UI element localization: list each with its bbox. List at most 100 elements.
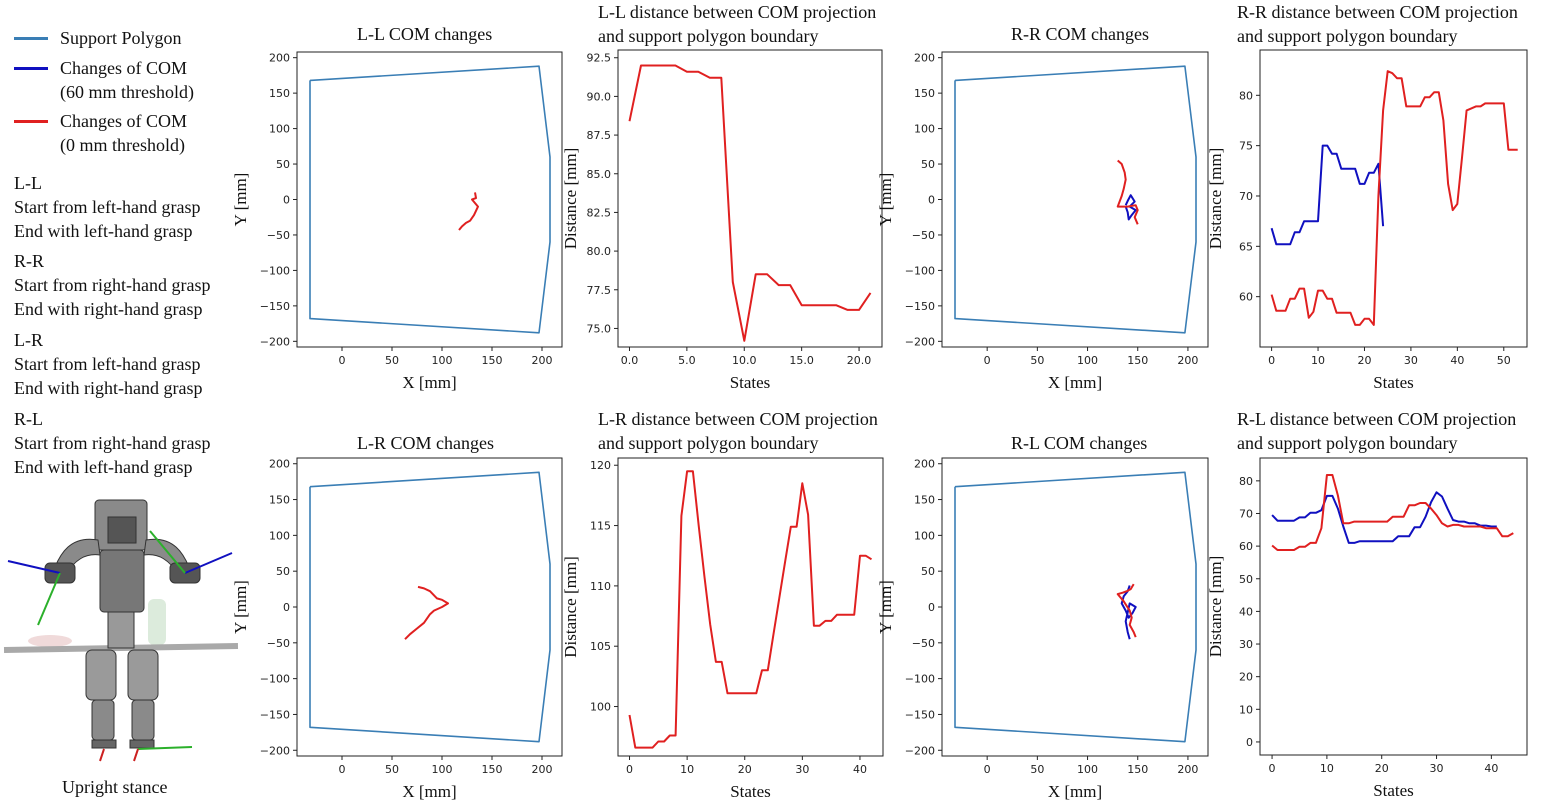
chart-title-lr-com: L-R COM changes bbox=[357, 431, 494, 455]
x-tick-label: 20 bbox=[1357, 354, 1371, 367]
y-tick-label: 50 bbox=[276, 158, 290, 171]
y-tick-label: 150 bbox=[269, 87, 290, 100]
chart-title-line: L-L COM changes bbox=[357, 24, 493, 44]
description-line: End with right-hand grasp bbox=[14, 299, 203, 319]
chart-title-ll-dist: L-L distance between COM projection and … bbox=[598, 0, 876, 48]
x-tick-label: 0.0 bbox=[621, 354, 639, 367]
chart-lr-com: 0 50 100 150 200 −200 −150 −100 −50 0 50 100 150 200 X… bbox=[231, 457, 563, 801]
y-axis-label: Distance [mm] bbox=[561, 148, 580, 250]
y-tick-label: 65 bbox=[1239, 240, 1253, 253]
chart-rl-dist: 0 10 20 30 40 0 10 20 30 40 50 60 70 80 States Distance… bbox=[1206, 457, 1528, 800]
frame-axes bbox=[7, 530, 233, 762]
y-tick-label: 120 bbox=[590, 459, 611, 472]
y-tick-label: 150 bbox=[914, 494, 935, 507]
support-polygon-line bbox=[309, 65, 551, 334]
y-axis-label: Y [mm] bbox=[876, 173, 895, 227]
y-tick-label: 100 bbox=[269, 123, 290, 136]
chart-title-ll-com: L-L COM changes bbox=[357, 22, 492, 46]
x-tick-label: 150 bbox=[1127, 763, 1148, 776]
com-0mm-line bbox=[1116, 583, 1137, 638]
x-tick-label: 30 bbox=[1404, 354, 1418, 367]
x-axis-label: States bbox=[730, 373, 771, 392]
robot-illustration bbox=[3, 499, 239, 762]
chart-title-rl-dist: R-L distance between COM projection and … bbox=[1237, 407, 1516, 455]
com-60mm-line bbox=[1124, 194, 1137, 221]
y-tick-label: 80.0 bbox=[587, 245, 612, 258]
description-code: L-L bbox=[14, 173, 42, 193]
com-0mm-line bbox=[404, 585, 449, 640]
robot-body bbox=[44, 499, 201, 749]
description-line: End with left-hand grasp bbox=[14, 221, 193, 241]
y-tick-label: −100 bbox=[260, 264, 290, 277]
x-tick-label: 30 bbox=[1430, 762, 1444, 775]
x-tick-label: 40 bbox=[1484, 762, 1498, 775]
x-tick-label: 20 bbox=[738, 763, 752, 776]
x-tick-label: 0 bbox=[1269, 762, 1276, 775]
x-axis-label: X [mm] bbox=[402, 782, 456, 801]
description-rr: R-R Start from right-hand grasp End with… bbox=[14, 249, 210, 321]
chart-lr-dist: 0 10 20 30 40 100 105 110 115 120 States Distance [… bbox=[561, 457, 884, 801]
y-tick-label: −150 bbox=[905, 300, 935, 313]
y-tick-label: 0 bbox=[283, 601, 290, 614]
y-tick-label: −200 bbox=[905, 335, 935, 348]
x-tick-label: 40 bbox=[1450, 354, 1464, 367]
x-tick-label: 10 bbox=[680, 763, 694, 776]
chart-rr-com: 0 50 100 150 200 −200 −150 −100 −50 0 50 100 150 200 X… bbox=[876, 51, 1209, 392]
x-axis-label: States bbox=[1373, 781, 1414, 800]
y-axis-label: Y [mm] bbox=[231, 173, 250, 227]
x-tick-label: 10.0 bbox=[732, 354, 757, 367]
x-tick-label: 200 bbox=[1177, 763, 1198, 776]
y-axis-label: Y [mm] bbox=[876, 580, 895, 634]
x-tick-label: 200 bbox=[532, 354, 553, 367]
chart-title-line: and support polygon boundary bbox=[1237, 26, 1458, 46]
x-tick-label: 40 bbox=[853, 763, 867, 776]
y-tick-label: 20 bbox=[1239, 671, 1253, 684]
y-tick-label: 150 bbox=[914, 87, 935, 100]
support-polygon-line bbox=[309, 471, 551, 743]
chart-title-line: and support polygon boundary bbox=[1237, 433, 1458, 453]
x-tick-label: 10 bbox=[1320, 762, 1334, 775]
y-tick-label: −100 bbox=[905, 264, 935, 277]
y-tick-label: −200 bbox=[260, 744, 290, 757]
x-tick-label: 20.0 bbox=[847, 354, 872, 367]
x-tick-label: 200 bbox=[1177, 354, 1198, 367]
y-tick-label: −50 bbox=[267, 229, 290, 242]
y-tick-label: −200 bbox=[905, 744, 935, 757]
y-tick-label: 40 bbox=[1239, 605, 1253, 618]
x-tick-label: 50 bbox=[385, 354, 399, 367]
y-tick-label: 50 bbox=[921, 158, 935, 171]
plot-frame bbox=[1259, 457, 1528, 756]
y-tick-label: 75.0 bbox=[587, 322, 612, 335]
x-tick-label: 100 bbox=[432, 763, 453, 776]
x-tick-label: 200 bbox=[532, 763, 553, 776]
chart-ll-com: 0 50 100 150 200 −200 −150 −100 −50 0 50 100 150 200 X… bbox=[231, 51, 563, 392]
chart-title-rr-com: R-R COM changes bbox=[1011, 22, 1149, 46]
chart-rl-com: 0 50 100 150 200 −200 −150 −100 −50 0 50 100 150 200 X… bbox=[876, 457, 1209, 801]
y-tick-label: 0 bbox=[283, 194, 290, 207]
y-tick-label: −100 bbox=[905, 673, 935, 686]
description-line: Start from left-hand grasp bbox=[14, 197, 201, 217]
x-tick-label: 0 bbox=[339, 763, 346, 776]
legend-swatch-polygon bbox=[14, 37, 48, 40]
y-tick-label: 0 bbox=[928, 601, 935, 614]
y-tick-label: 70 bbox=[1239, 507, 1253, 520]
x-tick-label: 100 bbox=[1077, 763, 1098, 776]
x-axis-label: X [mm] bbox=[402, 373, 456, 392]
com-0mm-line bbox=[458, 192, 479, 231]
y-tick-label: −50 bbox=[267, 637, 290, 650]
x-tick-label: 10 bbox=[1311, 354, 1325, 367]
y-tick-label: 200 bbox=[269, 458, 290, 471]
legend-label: Changes of COM bbox=[60, 111, 187, 131]
x-tick-label: 150 bbox=[1127, 354, 1148, 367]
y-tick-label: 50 bbox=[921, 565, 935, 578]
x-tick-label: 5.0 bbox=[678, 354, 696, 367]
x-axis-label: States bbox=[1373, 373, 1414, 392]
plot-frame bbox=[941, 51, 1209, 348]
chart-rr-dist: 0 10 20 30 40 50 60 65 70 75 80 States Distance [mm] bbox=[1206, 49, 1528, 392]
legend-swatch-red bbox=[14, 120, 48, 123]
y-tick-label: 110 bbox=[590, 580, 611, 593]
x-axis-label: X [mm] bbox=[1048, 373, 1102, 392]
y-tick-label: 100 bbox=[590, 701, 611, 714]
y-tick-label: −200 bbox=[260, 335, 290, 348]
description-line: Start from left-hand grasp bbox=[14, 354, 201, 374]
